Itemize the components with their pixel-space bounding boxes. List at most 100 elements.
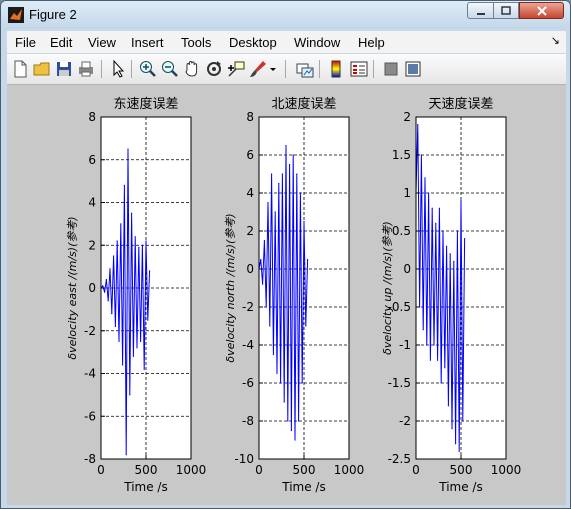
show-plot-tools-icon (405, 61, 421, 77)
figure-canvas[interactable]: 0 500 1000 -8 -6 -4 -2 0 2 4 6 8 东速度误差 Time /s δveloci… (7, 85, 566, 505)
data-point (301, 382, 303, 384)
zoom-out-icon (162, 61, 178, 77)
data-point (143, 368, 145, 370)
y-tick-label: 8 (88, 110, 96, 124)
data-point (276, 372, 278, 375)
brush-icon (250, 61, 266, 77)
data-cursor-button[interactable] (226, 59, 246, 79)
y-tick-label: 1 (403, 186, 411, 200)
y-tick-label: -4 (242, 338, 254, 352)
menu-desktop[interactable]: Desktop (229, 35, 277, 50)
title-bar[interactable]: Figure 2 (1, 1, 570, 29)
x-tick-label: 0 (412, 463, 420, 477)
maximize-button[interactable] (493, 2, 519, 19)
y-tick-label: 6 (88, 153, 96, 167)
hand-icon (185, 60, 198, 77)
brush-dropdown-button[interactable] (268, 59, 278, 79)
toolbar-separator (373, 60, 374, 78)
x-axis-label: Time /s (438, 480, 482, 494)
data-point (267, 201, 269, 204)
data-point (131, 212, 133, 214)
close-icon (536, 5, 547, 16)
show-plot-tools-button[interactable] (403, 59, 423, 79)
data-point (274, 211, 276, 213)
rotate-icon (207, 61, 221, 76)
data-point (296, 173, 298, 175)
data-point (278, 182, 280, 185)
save-button[interactable] (54, 59, 74, 79)
insert-legend-button[interactable] (349, 59, 369, 79)
y-tick-label: -2 (399, 414, 411, 428)
menu-tools[interactable]: Tools (181, 35, 212, 50)
data-point (109, 268, 111, 270)
y-tick-label: 2 (403, 110, 411, 124)
zoom-in-button[interactable] (138, 59, 158, 79)
print-button[interactable] (76, 59, 96, 79)
toolbar-separator (131, 60, 132, 78)
data-point (120, 223, 122, 225)
data-point (460, 200, 462, 202)
x-tick-label: 0 (255, 463, 263, 477)
menu-file[interactable]: File (15, 35, 36, 50)
subplot-2[interactable]: 0 500 1000 -10 -8 -6 -4 -2 0 2 4 6 8 北速度误差 Time /s δvel… (224, 96, 364, 494)
data-point (446, 245, 448, 247)
hide-plot-tools-icon (384, 62, 398, 76)
y-tick-label: 4 (246, 186, 254, 200)
y-tick-label: -2.5 (388, 452, 411, 466)
folder-icon (33, 62, 50, 76)
y-tick-label: 4 (88, 196, 96, 210)
y-tick-label: 0 (246, 262, 254, 276)
data-point (114, 325, 116, 328)
data-point (424, 177, 426, 179)
data-point (428, 192, 430, 194)
chart-title: 东速度误差 (113, 96, 178, 112)
y-tick-label: 6 (246, 148, 254, 162)
dock-arrow-icon[interactable]: ↘ (550, 35, 560, 47)
toolbar-separator (285, 60, 286, 78)
x-tick-label: 500 (293, 463, 316, 477)
data-point (287, 420, 289, 422)
menu-edit[interactable]: Edit (50, 35, 73, 50)
zoom-out-button[interactable] (160, 59, 180, 79)
data-point (127, 148, 129, 150)
y-tick-label: -0.5 (388, 300, 411, 314)
chart-title: 北速度误差 (271, 96, 336, 112)
data-series-line (258, 145, 309, 441)
y-tick-label: 2 (246, 224, 254, 238)
data-point (305, 325, 307, 327)
x-tick-label: 1000 (491, 463, 522, 477)
rotate-3d-button[interactable] (204, 59, 224, 79)
menu-insert[interactable]: Insert (131, 35, 164, 50)
link-plot-button[interactable] (295, 59, 315, 79)
new-file-icon (14, 60, 27, 78)
menu-help[interactable]: Help (358, 35, 385, 50)
y-tick-label: -6 (84, 409, 96, 423)
toolbar-separator (101, 60, 102, 78)
edit-plot-button[interactable] (108, 59, 128, 79)
y-tick-label: 0 (88, 281, 96, 295)
insert-colorbar-button[interactable] (326, 59, 346, 79)
minimize-button[interactable] (467, 2, 494, 19)
subplot-1[interactable]: 0 500 1000 -8 -6 -4 -2 0 2 4 6 8 东速度误差 Time /s δveloci… (66, 96, 206, 494)
x-axis-label: Time /s (281, 480, 325, 494)
data-point (453, 260, 455, 262)
y-tick-label: 0 (403, 262, 411, 276)
open-file-button[interactable] (32, 59, 52, 79)
data-point (462, 420, 464, 422)
data-point (426, 344, 428, 346)
pan-button[interactable] (182, 59, 202, 79)
data-point (444, 367, 446, 369)
data-point (271, 173, 273, 175)
data-point (298, 420, 300, 422)
close-button[interactable] (519, 2, 564, 19)
hide-plot-tools-button[interactable] (381, 59, 401, 79)
chart-title: 天速度误差 (428, 96, 493, 112)
data-point (464, 238, 466, 240)
menu-window[interactable]: Window (294, 35, 341, 50)
window-title: Figure 2 (29, 7, 77, 22)
subplot-3[interactable]: 0 500 1000 -2.5 -2 -1.5 -1 -0.5 0 0.5 1 1.5 2 天速度误差 Ti… (381, 96, 521, 494)
brush-button[interactable] (248, 59, 268, 79)
menu-view[interactable]: View (88, 35, 116, 50)
new-figure-button[interactable] (10, 59, 30, 79)
